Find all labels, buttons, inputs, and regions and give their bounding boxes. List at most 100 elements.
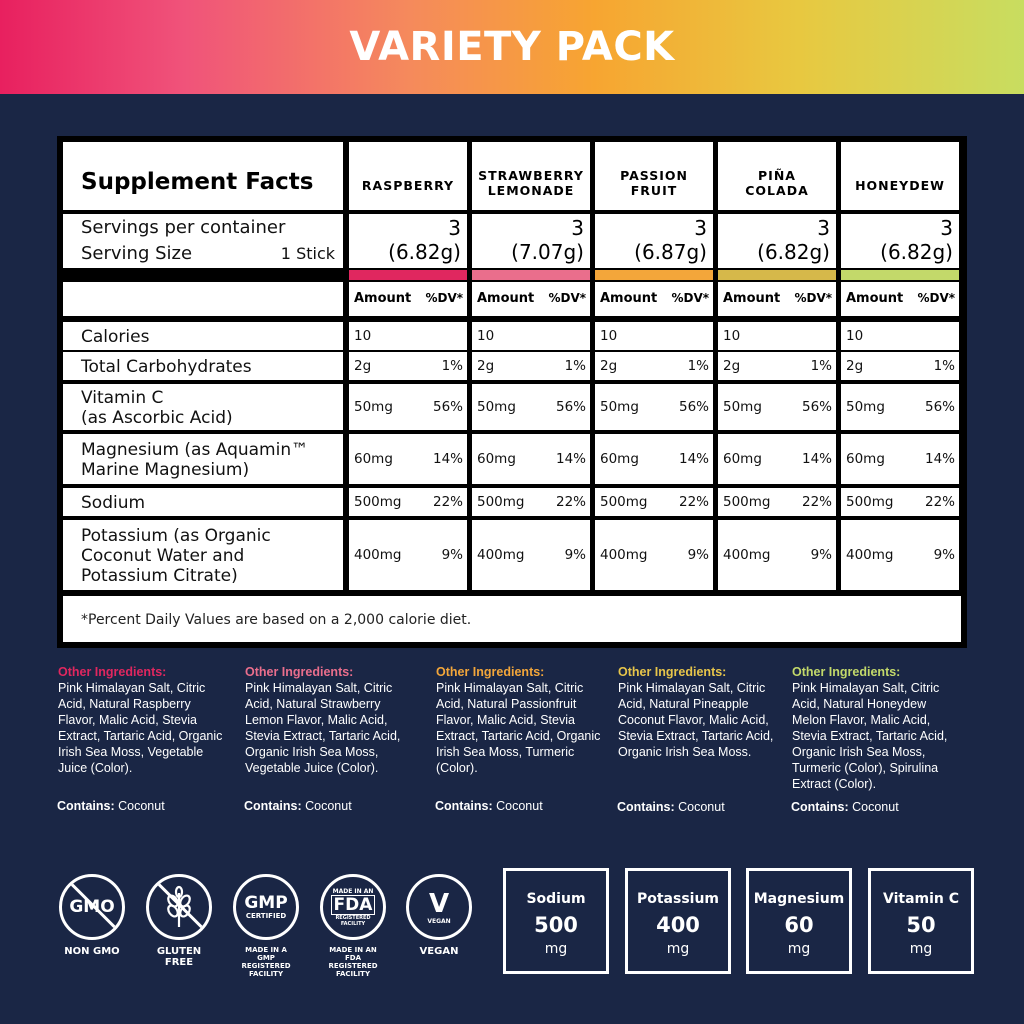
nutrient-value-cell: 10 <box>595 322 713 350</box>
nutrient-value-cell: 10 <box>841 322 959 350</box>
nutrient-amount: 50mg <box>723 399 762 415</box>
nutrient-label-cell: Sodium <box>63 488 343 516</box>
amount-header-cell: Amount %DV* <box>472 282 590 316</box>
contains-label: Contains: <box>435 799 493 813</box>
flavor-weight: (6.82g) <box>880 240 953 264</box>
other-ingredients-text: Pink Himalayan Salt, Citric Acid, Natura… <box>436 681 601 775</box>
gmp-caption-line1: MADE IN A <box>245 946 287 954</box>
nutrient-value-cell: 60mg 14% <box>595 434 713 484</box>
fda-caption-line2: FDA <box>344 954 361 962</box>
flavor-weight: (6.87g) <box>634 240 707 264</box>
nutrient-value-cell: 2g 1% <box>841 352 959 380</box>
nutrient-amount: 10 <box>354 328 372 344</box>
nutrient-amount: 400mg <box>354 547 402 563</box>
non-gmo-badge: GMO NON GMO <box>58 874 126 957</box>
nutrient-dv: 56% <box>924 399 955 415</box>
gluten-free-badge: GLUTEN FREE <box>145 874 213 968</box>
other-ingredients-heading: Other Ingredients: <box>792 665 901 679</box>
nutrient-amount: 500mg <box>723 494 771 510</box>
nutrient-dv: 22% <box>555 494 586 510</box>
mineral-box: Sodium 500 mg <box>503 868 609 974</box>
footnote-cell: *Percent Daily Values are based on a 2,0… <box>63 596 961 642</box>
flavor-name: PIÑA COLADA <box>718 168 836 198</box>
dv-label: %DV* <box>548 291 586 305</box>
flavor-name-line1: HONEYDEW <box>855 178 945 193</box>
nutrient-value-cell: 2g 1% <box>349 352 467 380</box>
amount-label: Amount <box>354 291 412 306</box>
amount-label: Amount <box>846 291 904 306</box>
nutrient-value-cell: 60mg 14% <box>718 434 836 484</box>
vegan-badge: V VEGAN VEGAN <box>405 874 473 957</box>
flavor-serving-cell: 3 (6.82g) <box>841 214 959 268</box>
contains-label: Contains: <box>244 799 302 813</box>
flavor-weight: (6.82g) <box>757 240 830 264</box>
supplement-facts-panel: Supplement Facts Servings per container … <box>57 136 967 648</box>
flavor-name-line1: RASPBERRY <box>361 178 455 193</box>
dv-label: %DV* <box>425 291 463 305</box>
nutrient-dv: 1% <box>441 358 463 374</box>
contains-label: Contains: <box>791 800 849 814</box>
nutrient-dv: 1% <box>810 358 832 374</box>
nutrient-amount: 500mg <box>846 494 894 510</box>
nutrient-dv: 56% <box>678 399 709 415</box>
nutrient-label-cell: Total Carbohydrates <box>63 352 343 380</box>
nutrient-value-cell: 60mg 14% <box>472 434 590 484</box>
other-ingredients-text: Pink Himalayan Salt, Citric Acid, Natura… <box>792 681 948 791</box>
other-ingredients-block: Other Ingredients: Pink Himalayan Salt, … <box>58 665 230 776</box>
gluten-free-caption-line1: GLUTEN <box>156 946 202 957</box>
nutrient-value-cell: 60mg 14% <box>349 434 467 484</box>
flavor-weight: (6.82g) <box>388 240 461 264</box>
nutrient-amount: 60mg <box>354 451 393 467</box>
nutrient-dv: 56% <box>432 399 463 415</box>
other-ingredients-heading: Other Ingredients: <box>245 665 354 679</box>
flavor-name-line2: COLADA <box>745 183 809 198</box>
gmp-badge: GMP CERTIFIED MADE IN A GMP REGISTERED F… <box>232 874 300 978</box>
nutrient-value-cell: 10 <box>718 322 836 350</box>
flavor-serving-cell: 3 (6.82g) <box>718 214 836 268</box>
flavor-name: STRAWBERRY LEMONADE <box>472 168 590 198</box>
nutrient-dv: 9% <box>810 547 832 563</box>
nutrient-value-cell: 2g 1% <box>718 352 836 380</box>
other-ingredients-heading: Other Ingredients: <box>58 665 167 679</box>
flavor-servings: 3 <box>940 216 953 240</box>
other-ingredients-block: Other Ingredients: Pink Himalayan Salt, … <box>436 665 608 776</box>
gmp-caption-line4: FACILITY <box>248 970 284 978</box>
flavor-weight: (7.07g) <box>511 240 584 264</box>
flavor-name-line2: FRUIT <box>630 183 678 198</box>
nutrient-name: Vitamin C (as Ascorbic Acid) <box>81 388 233 428</box>
nutrient-name-line1: Calories <box>81 327 150 347</box>
nutrient-amount: 500mg <box>477 494 525 510</box>
fda-registered-icon: MADE IN AN FDA REGISTERED FACILITY <box>320 874 386 940</box>
dv-label: %DV* <box>794 291 832 305</box>
nutrient-value-cell: 400mg 9% <box>595 520 713 590</box>
nutrient-amount: 2g <box>354 358 372 374</box>
nutrient-value-cell: 400mg 9% <box>349 520 467 590</box>
nutrient-value-cell: 400mg 9% <box>472 520 590 590</box>
nutrient-amount: 50mg <box>354 399 393 415</box>
nutrient-amount: 500mg <box>600 494 648 510</box>
mineral-value: 60 <box>784 913 814 937</box>
gmp-caption-line2: GMP <box>257 954 275 962</box>
contains-line: Contains: Coconut <box>617 798 792 816</box>
nutrient-name-line2: Marine Magnesium) <box>81 460 250 480</box>
nutrient-name-line3: Potassium Citrate) <box>81 566 238 586</box>
flavor-name: HONEYDEW <box>841 178 959 193</box>
mineral-name: Magnesium <box>753 891 845 907</box>
flavor-name-line1: PIÑA <box>758 168 796 183</box>
flavor-color-bar <box>595 270 713 280</box>
nutrient-value-cell: 10 <box>349 322 467 350</box>
nutrient-label-cell: Vitamin C (as Ascorbic Acid) <box>63 384 343 430</box>
mineral-box: Magnesium 60 mg <box>746 868 852 974</box>
nutrient-dv: 22% <box>924 494 955 510</box>
flavor-name-line1: STRAWBERRY <box>478 168 584 183</box>
nutrient-name-line2: (as Ascorbic Acid) <box>81 408 233 428</box>
nutrient-name: Calories <box>81 327 149 347</box>
nutrient-value-cell: 10 <box>472 322 590 350</box>
flavor-serving-cell: 3 (6.87g) <box>595 214 713 268</box>
daily-value-footnote: *Percent Daily Values are based on a 2,0… <box>81 612 472 628</box>
nutrient-dv: 9% <box>687 547 709 563</box>
nutrient-dv: 22% <box>432 494 463 510</box>
fda-caption-line1: MADE IN AN <box>329 946 377 954</box>
flavor-header-cell: PASSION FRUIT <box>595 142 713 210</box>
nutrient-name: Magnesium (as Aquamin™ Marine Magnesium) <box>81 440 308 480</box>
